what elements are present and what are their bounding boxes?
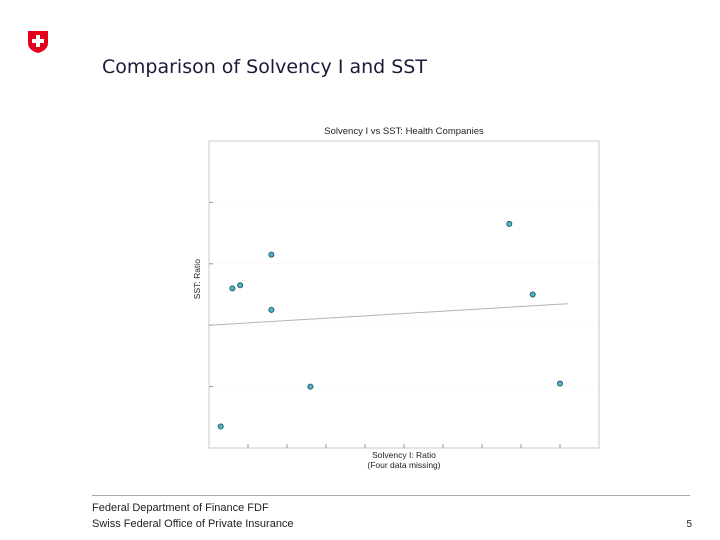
chart-title: Solvency I vs SST: Health Companies (324, 126, 484, 137)
data-point (529, 291, 536, 298)
swiss-cross-logo-icon (28, 31, 48, 53)
plot-frame (208, 140, 600, 449)
trend-line (208, 303, 568, 326)
scatter-chart: Solvency I vs SST: Health Companies SST:… (192, 126, 600, 470)
data-point (506, 220, 513, 227)
footer-office: Swiss Federal Office of Private Insuranc… (92, 518, 294, 530)
grid-lines (209, 202, 599, 387)
x-axis-label: Solvency I: Ratio (372, 450, 436, 460)
footer-divider (92, 495, 690, 496)
cross-horizontal (32, 39, 44, 43)
data-point (217, 423, 224, 430)
data-point (229, 285, 236, 292)
axis-ticks (209, 201, 561, 448)
y-axis-label: SST: Ratio (192, 259, 202, 299)
data-points (217, 220, 563, 430)
footer-department: Federal Department of Finance FDF (92, 502, 269, 514)
data-point (556, 380, 563, 387)
data-point (307, 383, 314, 390)
data-point (268, 306, 275, 313)
page-number: 5 (686, 519, 692, 530)
slide-title: Comparison of Solvency I and SST (102, 56, 427, 78)
x-axis-note: (Four data missing) (367, 460, 440, 470)
data-point (268, 251, 275, 258)
data-point (237, 282, 244, 289)
